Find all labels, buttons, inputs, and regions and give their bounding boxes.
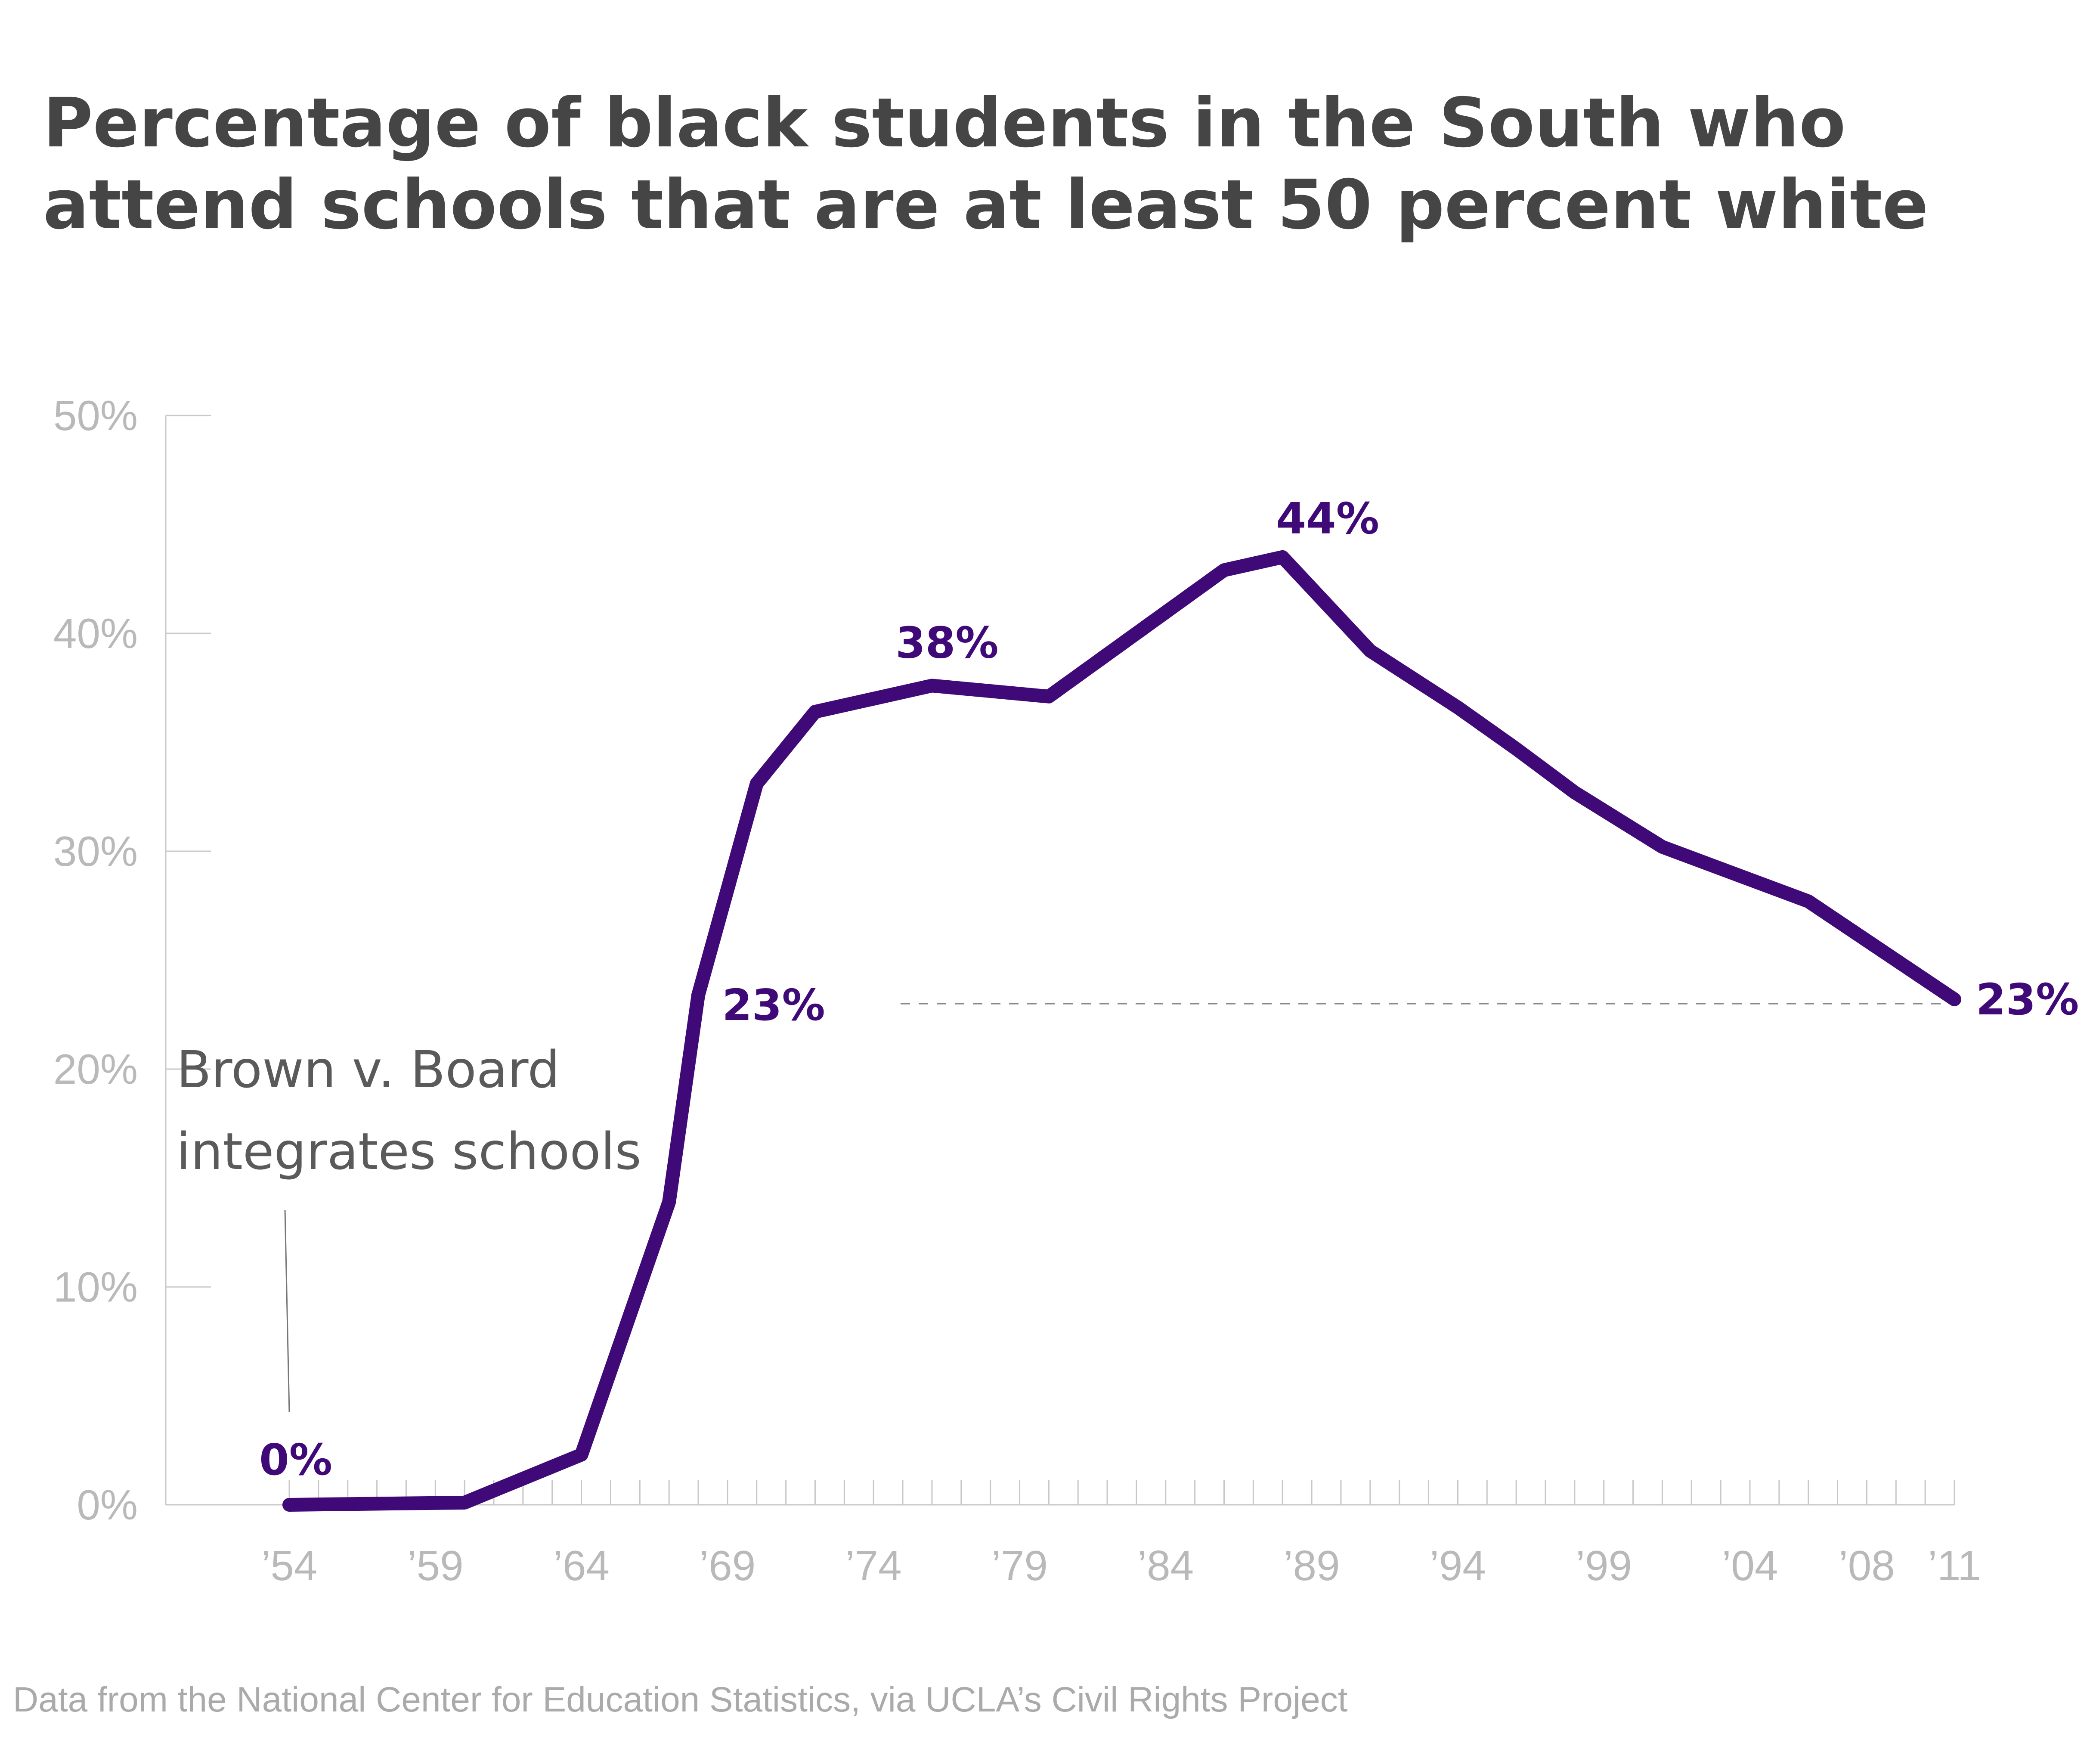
y-tick-label: 30% bbox=[53, 828, 138, 875]
data-label: 38% bbox=[895, 617, 998, 668]
y-tick-label: 50% bbox=[53, 392, 138, 439]
series-layer bbox=[282, 550, 1961, 1512]
data-label: 44% bbox=[1276, 493, 1379, 544]
x-tick-label: ’11 bbox=[1928, 1542, 1981, 1589]
data-label: 23% bbox=[1976, 974, 2079, 1025]
x-tick-label: ’54 bbox=[261, 1542, 318, 1589]
data-label-layer: 0% 23% 38% 44% 23% bbox=[259, 493, 2079, 1485]
x-tick-label: ’64 bbox=[553, 1542, 610, 1589]
y-axis: 0% 10% 20% 30% 40% 50% bbox=[53, 392, 211, 1528]
x-tick-label: ’84 bbox=[1137, 1542, 1194, 1589]
x-tick-label: ’79 bbox=[991, 1542, 1048, 1589]
x-axis: ’54 ’59 ’64 ’69 ’74 ’79 ’84 ’89 ’94 ’99 ’04 ’08 ’11 bbox=[166, 1480, 1981, 1589]
annotation-layer: Brown v. Board integrates schools bbox=[176, 1040, 641, 1413]
annotation-line-2: integrates schools bbox=[176, 1122, 641, 1181]
data-label: 23% bbox=[722, 980, 825, 1030]
x-tick-label: ’99 bbox=[1576, 1542, 1632, 1589]
data-label: 0% bbox=[259, 1435, 332, 1485]
x-tick-label: ’69 bbox=[700, 1542, 756, 1589]
annotation-line-1: Brown v. Board bbox=[176, 1040, 560, 1099]
chart-title-line-1: Percentage of black students in the Sout… bbox=[43, 84, 1846, 163]
y-tick-label: 10% bbox=[53, 1263, 138, 1311]
y-tick-label: 20% bbox=[53, 1045, 138, 1093]
x-tick-label: ’08 bbox=[1839, 1542, 1895, 1589]
x-tick-label: ’04 bbox=[1722, 1542, 1778, 1589]
x-tick-label: ’89 bbox=[1284, 1542, 1340, 1589]
annotation-leader-line bbox=[284, 1209, 290, 1413]
series-line bbox=[282, 550, 1961, 1512]
source-note: Data from the National Center for Educat… bbox=[13, 1680, 1348, 1719]
chart-title-line-2: attend schools that are at least 50 perc… bbox=[43, 165, 1929, 245]
x-tick-label: ’59 bbox=[407, 1542, 464, 1589]
y-tick-label: 0% bbox=[77, 1481, 138, 1528]
x-tick-label: ’74 bbox=[845, 1542, 902, 1589]
x-tick-label: ’94 bbox=[1430, 1542, 1486, 1589]
y-tick-label: 40% bbox=[53, 610, 138, 657]
